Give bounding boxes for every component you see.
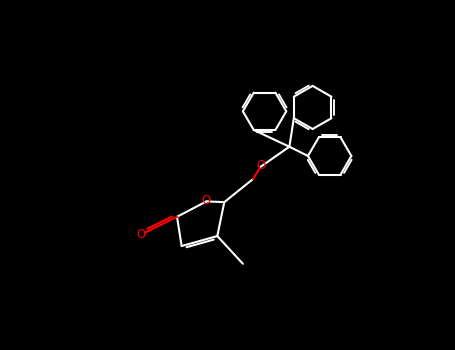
Text: O: O [201, 194, 210, 207]
Text: O: O [136, 228, 145, 241]
Text: O: O [256, 159, 265, 172]
